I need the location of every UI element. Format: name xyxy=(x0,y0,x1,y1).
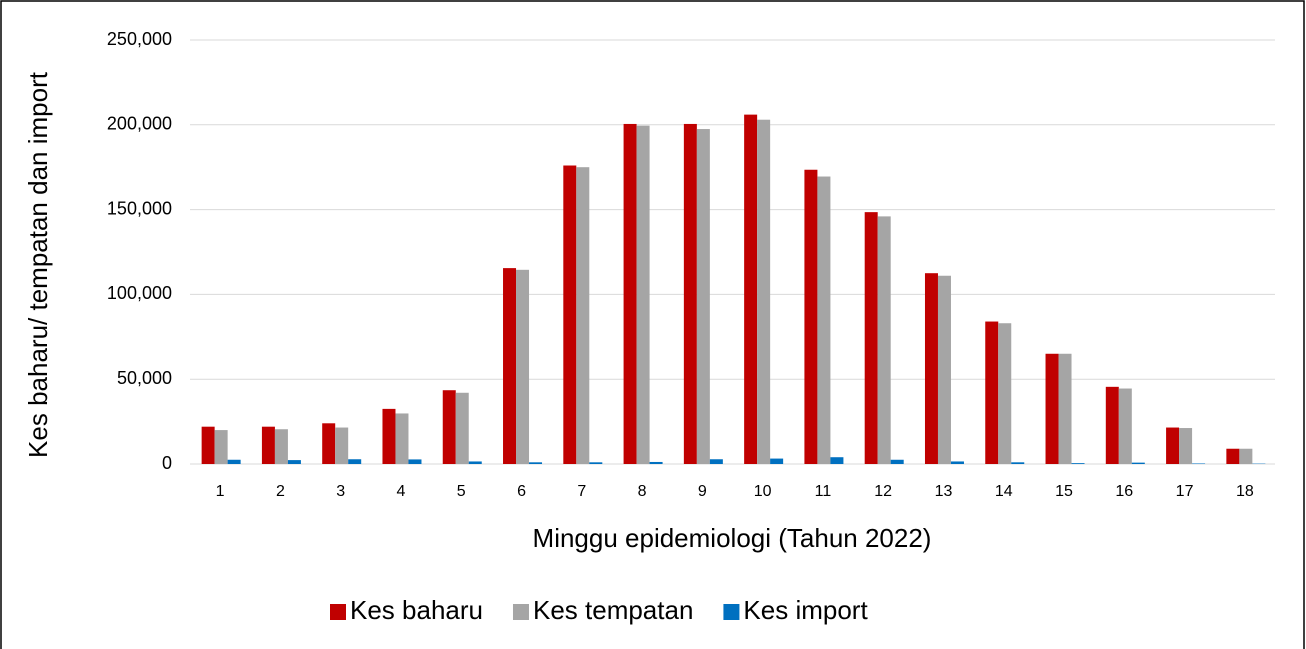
bar xyxy=(348,459,362,464)
x-tick-label: 18 xyxy=(1236,483,1254,500)
bar xyxy=(274,429,288,464)
bar xyxy=(261,426,275,464)
bar xyxy=(1045,353,1059,464)
legend-label: Kes tempatan xyxy=(533,595,693,625)
bar xyxy=(576,167,590,464)
bar xyxy=(709,459,723,464)
bar xyxy=(1166,427,1180,464)
bar xyxy=(455,392,469,464)
bar xyxy=(335,427,349,464)
legend-swatch xyxy=(723,604,740,620)
bar xyxy=(1192,463,1206,464)
legend-swatch xyxy=(330,604,346,620)
bar xyxy=(395,413,409,464)
bar xyxy=(563,165,577,464)
legend-label: Kes baharu xyxy=(350,595,483,625)
x-tick-label: 11 xyxy=(815,483,832,500)
bar xyxy=(770,458,784,464)
bar xyxy=(1011,462,1025,464)
bar xyxy=(1226,448,1240,464)
x-tick-label: 4 xyxy=(397,483,406,500)
bar xyxy=(1131,462,1145,464)
bar xyxy=(937,275,951,464)
bar xyxy=(649,461,663,464)
bar xyxy=(998,323,1012,464)
bar xyxy=(890,459,904,464)
bar xyxy=(442,390,456,464)
x-tick-label: 6 xyxy=(517,483,526,500)
x-tick-label: 12 xyxy=(874,483,892,500)
x-tick-label: 1 xyxy=(216,483,225,500)
bar xyxy=(503,268,517,464)
bar xyxy=(950,461,964,464)
bar xyxy=(201,426,215,464)
x-tick-label: 10 xyxy=(754,483,772,500)
bar xyxy=(924,273,938,464)
x-axis-title: Minggu epidemiologi (Tahun 2022) xyxy=(533,523,932,553)
x-tick-label: 9 xyxy=(698,483,707,500)
x-tick-label: 16 xyxy=(1115,483,1133,500)
bar xyxy=(636,125,650,464)
x-tick-label: 8 xyxy=(638,483,647,500)
bar xyxy=(877,216,891,464)
bar xyxy=(696,129,710,465)
x-tick-label: 7 xyxy=(577,483,586,500)
x-tick-label: 5 xyxy=(457,483,466,500)
y-axis-title: Kes baharu/ tempatan dan import xyxy=(23,71,53,458)
y-tick-label: 100,000 xyxy=(107,283,172,303)
bar xyxy=(804,169,818,464)
y-tick-label: 0 xyxy=(162,453,172,473)
x-tick-label: 17 xyxy=(1176,483,1194,500)
bar xyxy=(1071,463,1085,464)
legend-swatch xyxy=(512,604,529,620)
bar xyxy=(408,459,422,464)
bar xyxy=(817,176,831,464)
x-tick-label: 3 xyxy=(336,483,345,500)
bar xyxy=(287,460,301,464)
bar xyxy=(214,430,228,464)
x-tick-label: 13 xyxy=(935,483,953,500)
bar xyxy=(623,123,637,465)
legend-label: Kes import xyxy=(743,595,868,625)
x-tick-label: 2 xyxy=(276,483,285,500)
bar xyxy=(322,423,336,464)
bar xyxy=(468,461,482,464)
x-tick-label: 14 xyxy=(995,483,1013,500)
bar xyxy=(757,119,771,464)
bar xyxy=(830,457,844,464)
x-tick-label: 15 xyxy=(1055,483,1073,500)
y-tick-label: 150,000 xyxy=(107,198,172,218)
y-tick-label: 200,000 xyxy=(107,114,172,134)
bar xyxy=(744,114,758,465)
bar xyxy=(529,462,543,464)
bar xyxy=(227,459,241,464)
y-tick-label: 50,000 xyxy=(117,368,172,388)
bar xyxy=(1179,428,1193,464)
bar xyxy=(516,269,530,464)
bar xyxy=(382,408,396,464)
y-tick-label: 250,000 xyxy=(107,29,172,49)
bar xyxy=(864,212,878,464)
bar xyxy=(1118,388,1132,464)
bar xyxy=(1239,448,1253,464)
bar xyxy=(683,123,697,465)
bar xyxy=(1105,386,1119,464)
bar xyxy=(589,462,603,464)
bar xyxy=(1058,353,1072,464)
bar xyxy=(985,321,999,464)
